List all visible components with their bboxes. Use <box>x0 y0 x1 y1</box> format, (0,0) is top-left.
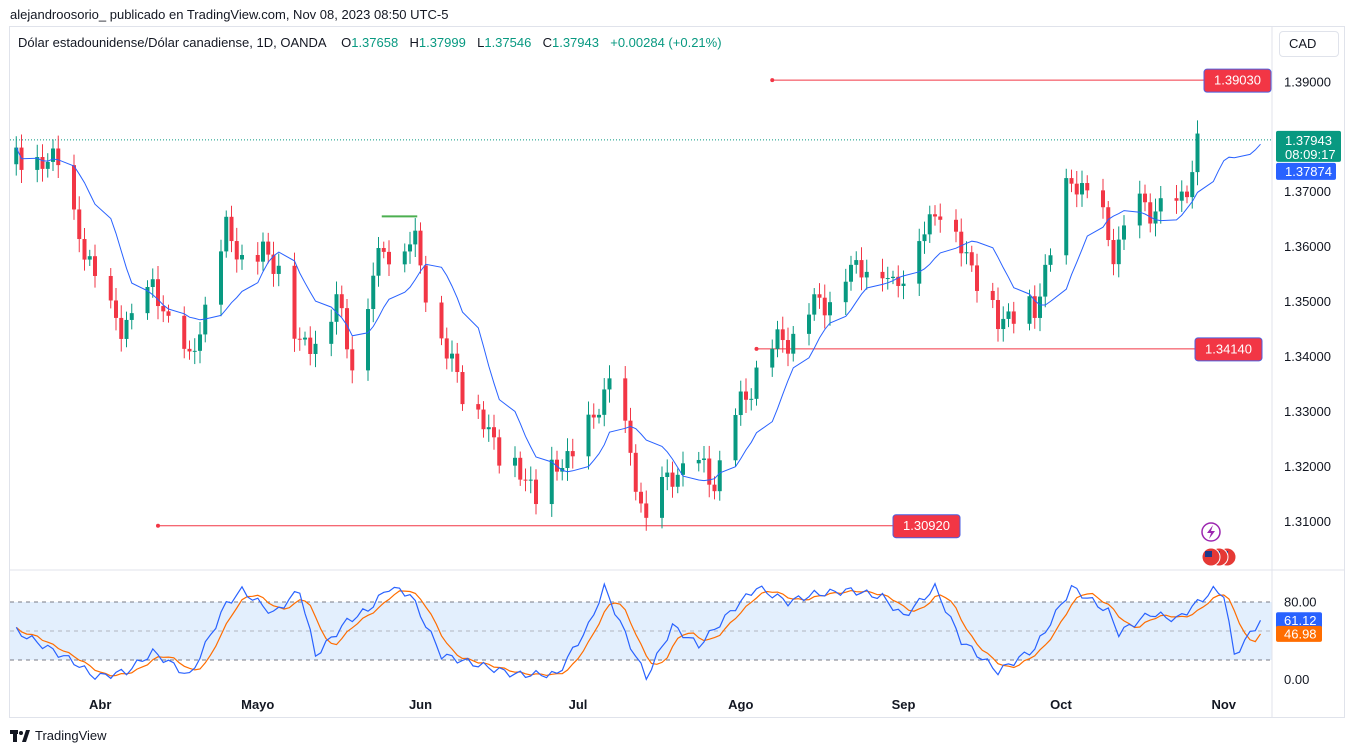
footer: TradingView <box>10 728 107 743</box>
footer-brand: TradingView <box>35 728 107 743</box>
close-label: C <box>542 35 552 50</box>
low-value: 1.37546 <box>484 35 532 50</box>
chart-frame <box>9 26 1345 718</box>
high-value: 1.37999 <box>418 35 466 50</box>
high-label: H <box>409 35 419 50</box>
close-value: 1.37943 <box>551 35 599 50</box>
open-value: 1.37658 <box>351 35 399 50</box>
symbol-legend: Dólar estadounidense/Dólar canadiense, 1… <box>18 35 722 50</box>
currency-button[interactable]: CAD <box>1279 31 1339 57</box>
publication-header: alejandroosorio_ publicado en TradingVie… <box>10 7 449 22</box>
open-label: O <box>341 35 352 50</box>
low-label: L <box>477 35 485 50</box>
change-value: +0.00284 (+0.21%) <box>610 35 722 50</box>
tradingview-logo-icon <box>10 729 30 742</box>
symbol-title: Dólar estadounidense/Dólar canadiense, 1… <box>18 35 326 50</box>
